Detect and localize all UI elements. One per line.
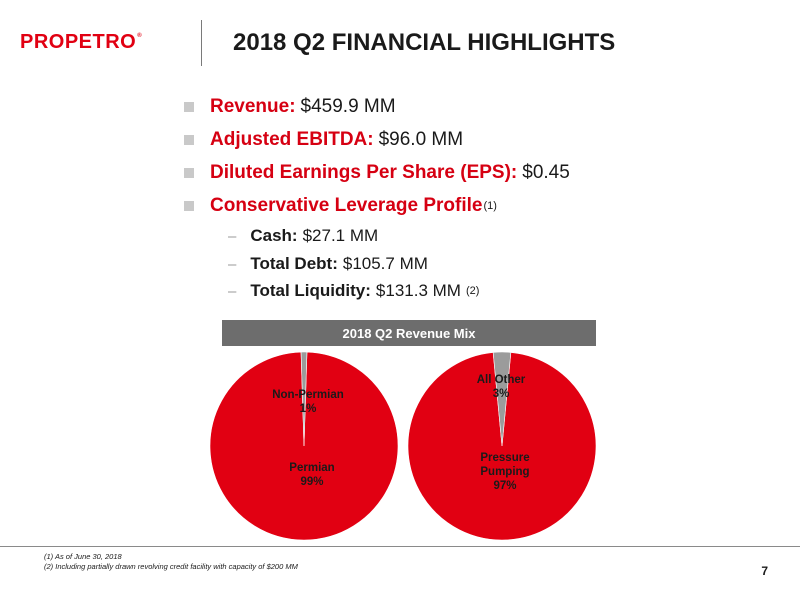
footnote-2: (2) Including partially drawn revolving … [44, 562, 298, 571]
pie-slice-non-permian [300, 351, 308, 447]
footnote-ref: (1) [483, 200, 497, 212]
slice-percent: 99% [300, 476, 324, 488]
dash-icon: – [228, 255, 237, 273]
sub-bullet-label: Total Liquidity: [250, 281, 371, 300]
footnotes: (1) As of June 30, 2018 (2) Including pa… [44, 552, 298, 572]
bullet-label: Revenue: [210, 96, 296, 117]
bullet-value: $459.9 MM [300, 96, 396, 117]
slice-percent: 97% [493, 480, 517, 492]
pie-slice-all-other [492, 351, 512, 447]
revenue-mix-banner: 2018 Q2 Revenue Mix [222, 320, 596, 346]
sub-bullet-label: Total Debt: [250, 254, 338, 273]
bullet-square-icon [184, 102, 194, 112]
bullet-value: $96.0 MM [378, 129, 464, 150]
slide-title: 2018 Q2 FINANCIAL HIGHLIGHTS [233, 29, 616, 56]
sub-bullet-total-liquidity: – Total Liquidity: $131.3 MM (2) [228, 278, 479, 304]
bullet-square-icon [184, 201, 194, 211]
dash-icon: – [228, 227, 237, 245]
sub-bullet-total-debt: – Total Debt: $105.7 MM [228, 251, 428, 277]
slice-percent: 1% [299, 403, 317, 415]
sub-bullet-label: Cash: [250, 226, 298, 245]
footnote-ref: (2) [465, 285, 480, 297]
slide-header: PROPETRO ® 2018 Q2 FINANCIAL HIGHLIGHTS [0, 0, 800, 80]
sub-bullet-cash: – Cash: $27.1 MM [228, 223, 378, 249]
registered-mark: ® [137, 33, 143, 39]
pie-slice-permian [209, 351, 399, 541]
bullet-adjusted-ebitda: Adjusted EBITDA: $96.0 MM [184, 125, 463, 155]
sub-bullet-value: $105.7 MM [342, 254, 428, 273]
bullet-leverage-profile: Conservative Leverage Profile (1) [184, 191, 497, 221]
slice-name: Non-Permian [272, 389, 344, 401]
bullet-value: $0.45 [522, 162, 570, 183]
sub-bullet-value: $27.1 MM [302, 226, 379, 245]
slice-label-non-permian: Non-Permian 1% [272, 388, 344, 416]
bullet-square-icon [184, 168, 194, 178]
slice-name: Pressure Pumping [480, 452, 530, 478]
header-divider [201, 20, 202, 66]
logo-text: PROPETRO [20, 31, 137, 53]
footnote-1: (1) As of June 30, 2018 [44, 552, 122, 561]
pie-chart-region: Non-Permian 1% Permian 99% [208, 350, 400, 542]
slice-label-pressure-pumping: Pressure Pumping 97% [465, 451, 545, 493]
footer-divider [0, 546, 800, 547]
bullet-label: Diluted Earnings Per Share (EPS): [210, 162, 518, 183]
bullet-label: Conservative Leverage Profile [210, 195, 483, 216]
pie-slice-pressure-pumping [407, 352, 597, 541]
slice-name: Permian [289, 462, 335, 474]
sub-bullet-value: $131.3 MM [375, 281, 461, 300]
dash-icon: – [228, 282, 237, 300]
bullet-revenue: Revenue: $459.9 MM [184, 92, 396, 122]
slice-percent: 3% [492, 388, 510, 400]
propetro-logo: PROPETRO ® [20, 31, 142, 54]
bullet-label: Adjusted EBITDA: [210, 129, 374, 150]
slice-label-all-other: All Other 3% [477, 373, 526, 401]
pie-chart-service: All Other 3% Pressure Pumping 97% [406, 350, 598, 542]
slice-name: All Other [476, 374, 526, 386]
page-number: 7 [761, 564, 768, 578]
bullet-square-icon [184, 135, 194, 145]
pie-chart-service-svg [407, 351, 597, 541]
pie-chart-region-svg [209, 351, 399, 541]
slice-label-permian: Permian 99% [289, 461, 334, 489]
bullet-diluted-eps: Diluted Earnings Per Share (EPS): $0.45 [184, 158, 570, 188]
